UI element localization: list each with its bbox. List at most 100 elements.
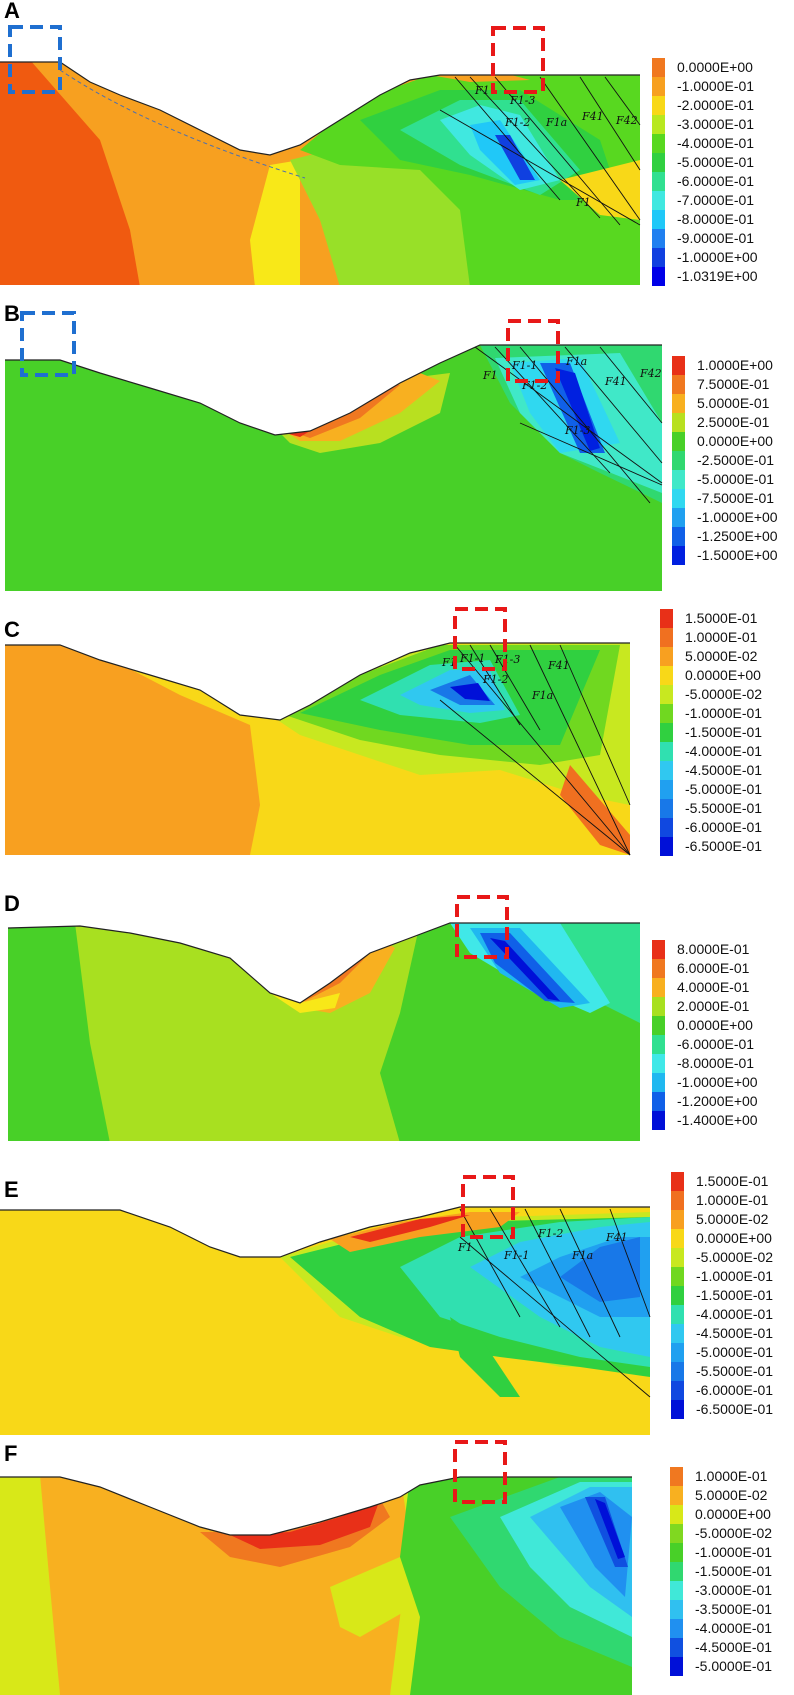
highlight-box-red	[461, 1175, 515, 1239]
legend-swatch	[672, 508, 685, 527]
fault-label: F41	[581, 110, 604, 123]
legend-value: -3.0000E-01	[677, 116, 755, 132]
legend-swatch	[660, 742, 673, 761]
legend-swatch	[670, 1657, 683, 1676]
legend-value: -4.5000E-01	[696, 1325, 774, 1341]
legend-swatch	[652, 1111, 665, 1130]
legend-value: -6.0000E-01	[677, 173, 755, 189]
contour-plot: F1 F1-1 F1-3 F1-2 F41 F1a	[5, 607, 631, 856]
legend-value: 0.0000E+00	[697, 433, 773, 449]
legend-swatch	[672, 451, 685, 470]
legend-value: -6.5000E-01	[696, 1401, 774, 1417]
legend-value: -4.5000E-01	[695, 1639, 773, 1655]
fault-label: F1-1	[459, 652, 485, 665]
legend-swatch	[652, 134, 665, 153]
fault-label: F41	[605, 1231, 628, 1244]
legend-swatch	[652, 96, 665, 115]
panel-c: C F1 F1-1 F1-3 F1-2 F41 F1a	[0, 605, 794, 865]
legend-swatch	[660, 666, 673, 685]
highlight-box-red	[453, 607, 507, 671]
legend-swatch	[652, 191, 665, 210]
fault-label: F1	[441, 656, 457, 669]
legend-swatch	[672, 356, 685, 375]
fault-label: F1	[474, 84, 490, 97]
legend-value: -1.2000E+00	[677, 1093, 758, 1109]
legend-value: -1.2500E+00	[697, 528, 778, 544]
legend-value: -5.5000E-01	[685, 800, 763, 816]
legend-value: -5.0000E-02	[696, 1249, 774, 1265]
legend-value: -1.0000E-01	[685, 705, 763, 721]
legend-value: -6.0000E-01	[685, 819, 763, 835]
legend-value: -6.0000E-01	[696, 1382, 774, 1398]
legend-swatch	[672, 546, 685, 565]
legend-value: 2.5000E-01	[697, 414, 770, 430]
legend-swatch	[670, 1562, 683, 1581]
legend-swatch	[660, 723, 673, 742]
legend-swatch	[672, 394, 685, 413]
legend-swatch	[652, 997, 665, 1016]
legend-swatch	[671, 1324, 684, 1343]
legend-swatch	[652, 940, 665, 959]
panel-label: F	[4, 1441, 18, 1466]
panel-b: B F1 F1-1 F1-2 F1a F41 F42	[0, 301, 794, 593]
legend-swatch	[652, 58, 665, 77]
highlight-box-red	[506, 319, 560, 383]
legend-swatch	[660, 818, 673, 837]
legend-value: -4.5000E-01	[685, 762, 763, 778]
legend-swatch	[671, 1381, 684, 1400]
legend-value: -4.0000E-01	[696, 1306, 774, 1322]
highlight-box-blue	[8, 25, 62, 94]
legend-value: -6.5000E-01	[685, 838, 763, 854]
fault-label: F1-3	[494, 653, 520, 666]
legend-value: -1.4000E+00	[677, 1112, 758, 1128]
legend-value: -4.0000E-01	[695, 1620, 773, 1636]
legend-swatch	[660, 647, 673, 666]
legend-swatch	[660, 837, 673, 856]
legend-value: -5.0000E-02	[695, 1525, 773, 1541]
legend-value: 1.0000E-01	[696, 1192, 769, 1208]
legend-value: -1.0000E-01	[696, 1268, 774, 1284]
legend-swatch	[660, 799, 673, 818]
fault-label: F1-2	[504, 116, 530, 129]
legend-value: -2.0000E-01	[677, 97, 755, 113]
legend-value: -5.0000E-02	[685, 686, 763, 702]
legend-swatch	[671, 1286, 684, 1305]
fault-label: F1-1	[503, 1249, 529, 1262]
contour-plot	[0, 1440, 632, 1695]
highlight-box-red	[455, 895, 509, 959]
legend-swatch	[652, 77, 665, 96]
panel-label: D	[4, 891, 20, 916]
legend-swatch	[670, 1619, 683, 1638]
legend-value: -1.5000E-01	[685, 724, 763, 740]
legend-swatch	[671, 1400, 684, 1419]
legend-swatch	[672, 375, 685, 394]
legend-value: 1.0000E-01	[695, 1468, 768, 1484]
legend-swatch	[671, 1248, 684, 1267]
fault-label: F1	[457, 1241, 473, 1254]
legend-swatch	[672, 489, 685, 508]
legend-value: -5.0000E-01	[697, 471, 775, 487]
legend-value: -1.5000E+00	[697, 547, 778, 563]
legend-value: -1.0000E-01	[677, 78, 755, 94]
legend-swatch	[671, 1210, 684, 1229]
legend-swatch	[652, 172, 665, 191]
legend-swatch	[672, 432, 685, 451]
legend-value: -6.0000E-01	[677, 1036, 755, 1052]
legend-value: 4.0000E-01	[677, 979, 750, 995]
legend-swatch	[652, 1073, 665, 1092]
legend-value: -7.0000E-01	[677, 192, 755, 208]
legend-value: -3.0000E-01	[695, 1582, 773, 1598]
fault-label: F1	[575, 196, 591, 209]
legend-swatch	[670, 1486, 683, 1505]
legend-value: -5.0000E-01	[685, 781, 763, 797]
legend-swatch	[670, 1638, 683, 1657]
legend-value: -8.0000E-01	[677, 1055, 755, 1071]
legend-value: -5.0000E-01	[696, 1344, 774, 1360]
panel-label: B	[4, 301, 20, 326]
panel-label: E	[4, 1177, 19, 1202]
legend-value: -2.5000E-01	[697, 452, 775, 468]
contour-plot: F1 F1-3 F1-2 F1a F41 F42 F1	[0, 25, 641, 285]
legend-value: 5.0000E-02	[696, 1211, 769, 1227]
legend-swatch	[652, 1016, 665, 1035]
legend-swatch	[660, 609, 673, 628]
